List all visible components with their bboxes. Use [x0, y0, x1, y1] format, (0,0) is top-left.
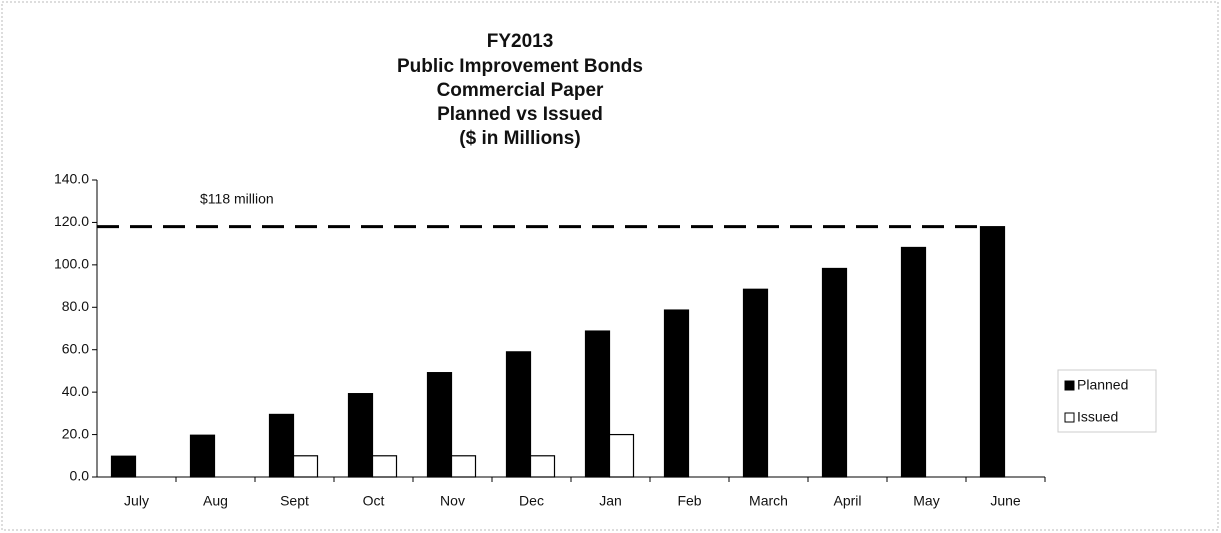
x-tick-label: Nov — [440, 493, 465, 509]
x-tick-label: Oct — [363, 493, 385, 509]
legend-label: Planned — [1077, 377, 1128, 393]
x-tick-label: Sept — [280, 493, 309, 509]
y-tick-label: 60.0 — [62, 340, 89, 356]
x-tick-label: Aug — [203, 493, 228, 509]
x-tick-label: July — [124, 493, 149, 509]
legend-swatch — [1064, 380, 1075, 391]
reference-label: $118 million — [200, 191, 274, 207]
chart-title: FY2013 — [487, 31, 554, 52]
bar — [268, 413, 295, 478]
bar — [505, 351, 532, 478]
bar — [979, 226, 1006, 478]
legend-swatch — [1064, 412, 1075, 423]
bar — [663, 309, 690, 478]
x-tick-label: Dec — [519, 493, 544, 509]
chart-title: Planned vs Issued — [437, 104, 603, 125]
bar — [900, 246, 927, 478]
legend-box — [1057, 369, 1157, 433]
y-tick-label: 20.0 — [62, 425, 89, 441]
x-tick-label: May — [913, 493, 939, 509]
bar — [292, 455, 319, 478]
y-tick-label: 120.0 — [54, 213, 89, 229]
bar — [608, 433, 635, 478]
legend-label: Issued — [1077, 409, 1118, 425]
x-tick-label: Jan — [599, 493, 622, 509]
chart-title: Public Improvement Bonds — [397, 56, 643, 77]
y-tick-label: 100.0 — [54, 256, 89, 272]
y-tick-label: 80.0 — [62, 298, 89, 314]
chart-title: ($ in Millions) — [459, 128, 580, 149]
bar — [110, 455, 137, 478]
x-tick-label: Feb — [677, 493, 701, 509]
x-tick-label: April — [833, 493, 861, 509]
y-tick-label: 140.0 — [54, 171, 89, 187]
y-tick-label: 40.0 — [62, 383, 89, 399]
bar — [371, 455, 398, 478]
bar — [821, 267, 848, 478]
chart-title: Commercial Paper — [437, 80, 604, 101]
bar — [742, 288, 769, 478]
x-tick-label: June — [990, 493, 1021, 509]
bar — [584, 330, 611, 478]
bar — [529, 455, 556, 478]
x-tick-label: March — [749, 493, 788, 509]
bar — [426, 372, 453, 478]
y-tick-label: 0.0 — [70, 468, 90, 484]
bar — [189, 434, 216, 478]
bar — [450, 455, 477, 478]
bar — [347, 393, 374, 478]
